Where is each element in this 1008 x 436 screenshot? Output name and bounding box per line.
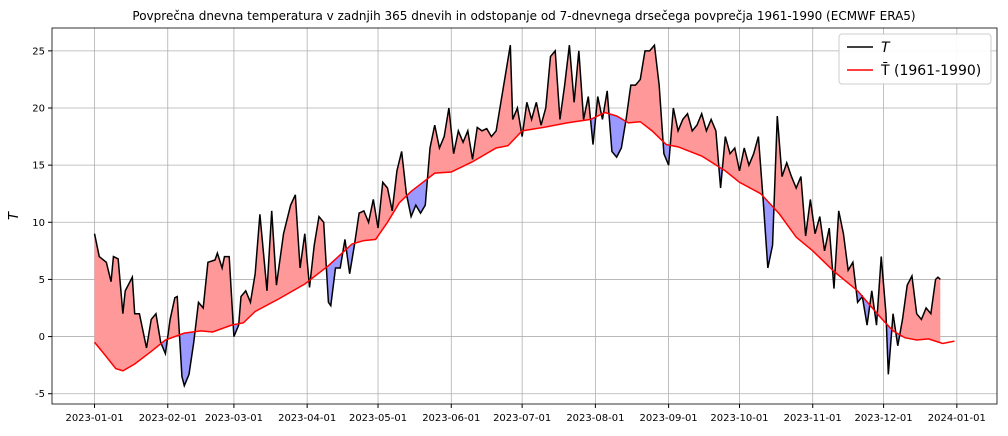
fill-below xyxy=(94,112,941,386)
y-tick-label: 25 xyxy=(32,46,45,57)
x-tick-label: 2023-05-01 xyxy=(349,413,407,424)
x-tick-label: 2023-11-01 xyxy=(784,413,842,424)
legend-label: T xyxy=(881,40,891,56)
legend-box xyxy=(838,33,992,85)
y-axis-label: T xyxy=(7,211,22,220)
x-tick-label: 2023-10-01 xyxy=(710,413,768,424)
x-tick-label: 2023-07-01 xyxy=(493,413,551,424)
x-tick-label: 2023-12-01 xyxy=(855,413,913,424)
y-tick-label: -5 xyxy=(35,389,45,400)
x-tick-label: 2023-02-01 xyxy=(139,413,197,424)
series-line xyxy=(93,111,955,372)
plot-frame xyxy=(51,27,998,405)
x-tick-label: 2023-06-01 xyxy=(422,413,480,424)
x-tick-label: 2023-04-01 xyxy=(278,413,336,424)
x-tick-label: 2023-09-01 xyxy=(640,413,698,424)
y-tick-label: 5 xyxy=(39,275,45,286)
x-tick-label: 2024-01-01 xyxy=(928,413,986,424)
x-tick-label: 2023-03-01 xyxy=(205,413,263,424)
x-tick-label: 2023-01-01 xyxy=(65,413,123,424)
x-tick-label: 2023-08-01 xyxy=(566,413,624,424)
y-tick-label: 0 xyxy=(39,332,45,343)
legend-label: T̄ (1961-1990) xyxy=(880,61,981,79)
y-tick-label: 15 xyxy=(32,161,45,172)
series-line xyxy=(93,43,941,389)
chart-title: Povprečna dnevna temperatura v zadnjih 3… xyxy=(132,9,915,23)
y-tick-label: 20 xyxy=(32,104,45,115)
fill-above xyxy=(94,45,941,371)
y-tick-label: 10 xyxy=(32,218,45,229)
